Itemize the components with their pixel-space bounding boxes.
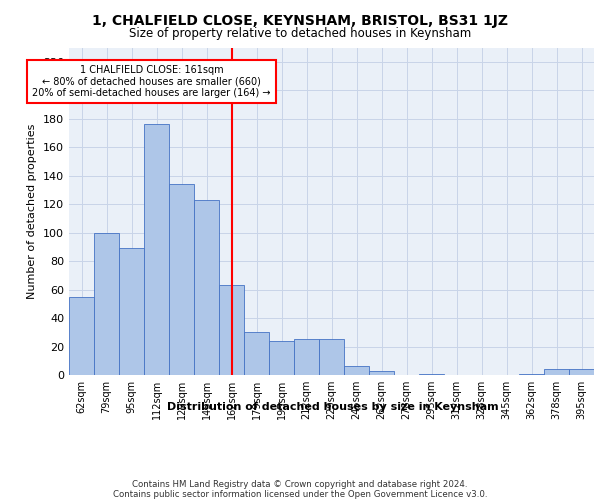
Bar	[144, 124, 169, 375]
Bar	[319, 340, 344, 375]
Text: 1 CHALFIELD CLOSE: 161sqm
← 80% of detached houses are smaller (660)
20% of semi: 1 CHALFIELD CLOSE: 161sqm ← 80% of detac…	[32, 64, 271, 98]
Text: Contains HM Land Registry data © Crown copyright and database right 2024.
Contai: Contains HM Land Registry data © Crown c…	[113, 480, 487, 499]
Bar	[344, 366, 369, 375]
Text: Distribution of detached houses by size in Keynsham: Distribution of detached houses by size …	[167, 402, 499, 412]
Bar	[194, 200, 219, 375]
Bar	[69, 296, 94, 375]
Bar	[119, 248, 144, 375]
Bar	[519, 374, 544, 375]
Bar	[294, 340, 319, 375]
Bar	[219, 286, 244, 375]
Text: 1, CHALFIELD CLOSE, KEYNSHAM, BRISTOL, BS31 1JZ: 1, CHALFIELD CLOSE, KEYNSHAM, BRISTOL, B…	[92, 14, 508, 28]
Bar	[369, 370, 394, 375]
Bar	[244, 332, 269, 375]
Bar	[419, 374, 444, 375]
Bar	[94, 232, 119, 375]
Bar	[269, 341, 294, 375]
Y-axis label: Number of detached properties: Number of detached properties	[28, 124, 37, 299]
Bar	[569, 370, 594, 375]
Bar	[169, 184, 194, 375]
Bar	[544, 370, 569, 375]
Text: Size of property relative to detached houses in Keynsham: Size of property relative to detached ho…	[129, 28, 471, 40]
